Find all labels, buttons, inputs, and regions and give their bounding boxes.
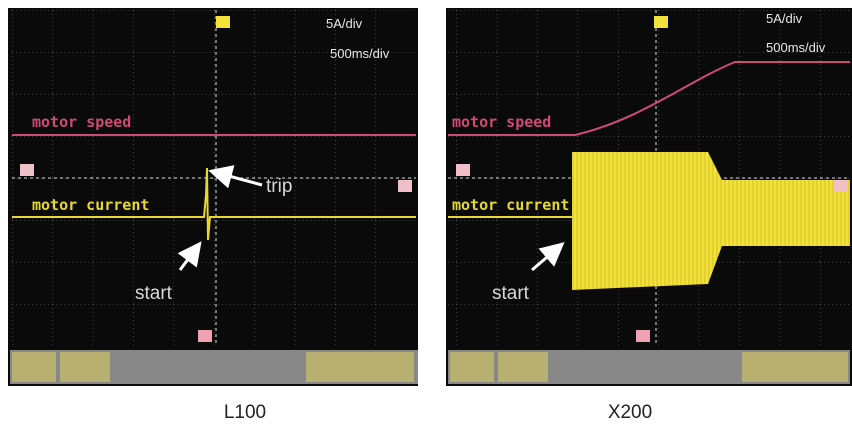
marker — [654, 16, 668, 28]
status-box — [60, 352, 110, 382]
trace-label: motor current — [452, 196, 569, 214]
marker — [834, 180, 848, 192]
status-box — [12, 352, 56, 382]
annotation: trip — [266, 176, 292, 197]
trace-label: motor speed — [452, 113, 551, 131]
marker — [20, 164, 34, 176]
annotation: start — [492, 283, 530, 304]
figure: 5A/div 500ms/div motor speed motor curre… — [0, 0, 852, 427]
marker — [198, 330, 212, 342]
status-box — [498, 352, 548, 382]
scope-right: 5A/div 500ms/div motor speed motor curre… — [446, 8, 852, 423]
scale-time: 500ms/div — [766, 40, 826, 55]
marker — [456, 164, 470, 176]
panel-label: L100 — [224, 402, 266, 423]
scale-current: 5A/div — [766, 11, 803, 26]
marker — [216, 16, 230, 28]
scale-current: 5A/div — [326, 16, 363, 31]
trace-label: motor current — [32, 196, 149, 214]
annotation: start — [135, 283, 173, 304]
scale-time: 500ms/div — [330, 46, 390, 61]
marker — [398, 180, 412, 192]
marker — [636, 330, 650, 342]
trace-label: motor speed — [32, 113, 131, 131]
panel-label: X200 — [608, 402, 652, 423]
scope-left: 5A/div 500ms/div motor speed motor curre… — [8, 8, 418, 423]
status-box — [306, 352, 414, 382]
status-box — [742, 352, 848, 382]
status-box — [450, 352, 494, 382]
